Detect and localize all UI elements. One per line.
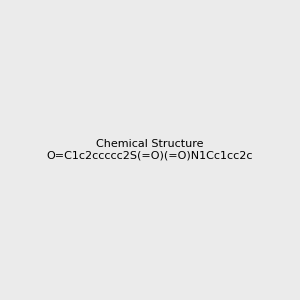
Text: Chemical Structure
O=C1c2ccccc2S(=O)(=O)N1Cc1cc2c: Chemical Structure O=C1c2ccccc2S(=O)(=O)… xyxy=(47,139,253,161)
